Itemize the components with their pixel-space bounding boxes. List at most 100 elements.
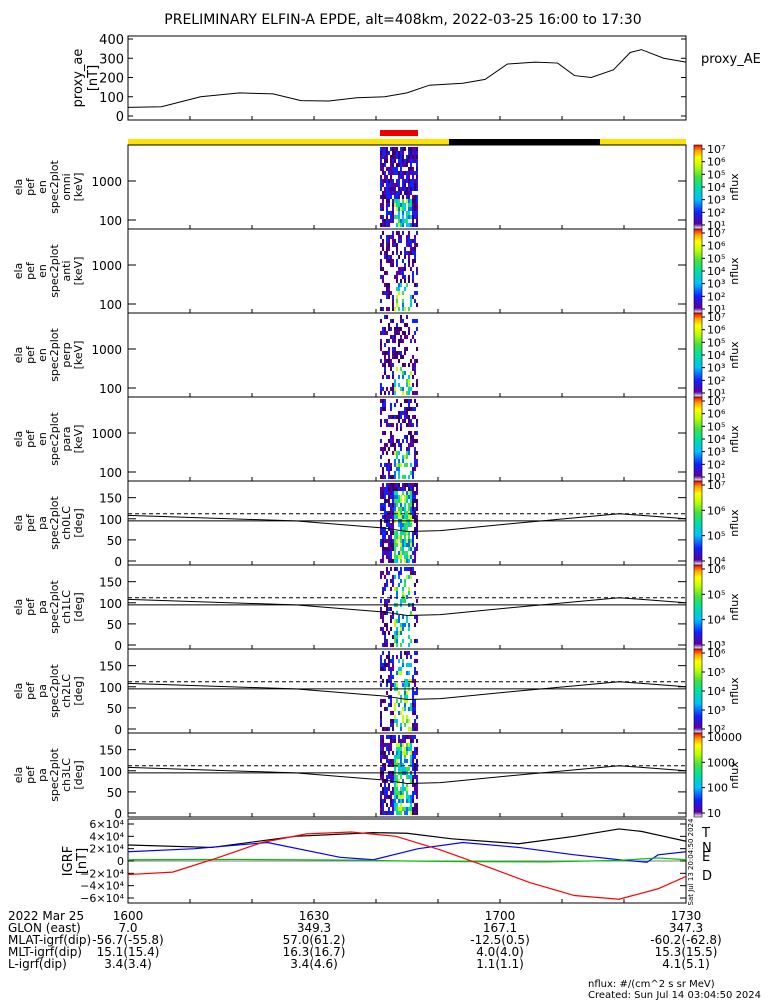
spectrogram-pixel — [388, 483, 390, 487]
spectrogram-pixel — [394, 559, 396, 563]
spectrogram-pixel — [388, 495, 390, 499]
spectrogram-pixel — [412, 675, 414, 679]
spectrogram-pixel — [406, 463, 408, 467]
spectrogram-pixel — [404, 691, 406, 695]
spectrogram-pixel — [408, 415, 410, 419]
spectrogram-pixel — [404, 623, 406, 627]
spectrogram-pixel — [380, 675, 382, 679]
spectrogram-pixel — [380, 347, 382, 351]
spectrogram-pixel — [402, 515, 404, 519]
spectrogram-pixel — [414, 399, 416, 403]
spectrogram-pixel — [402, 155, 404, 159]
spectrogram-pixel — [402, 199, 404, 203]
spectrogram-pixel — [396, 415, 398, 419]
spectrogram-pixel — [392, 151, 394, 155]
spectrogram-pixel — [386, 571, 388, 575]
spectrogram-pixel — [410, 795, 412, 799]
spectrogram-pixel — [382, 531, 384, 535]
y-tick-label: 0 — [114, 639, 122, 653]
spectrogram-pixel — [392, 235, 394, 239]
spectrogram-pixel — [384, 251, 386, 255]
spectrogram-pixel — [402, 591, 404, 595]
spectrogram-pixel — [382, 191, 384, 195]
spectrogram-pixel — [414, 775, 416, 779]
spectrogram-pixel — [406, 283, 408, 287]
spectrogram-pixel — [380, 175, 382, 179]
y-tick-label: 50 — [107, 534, 122, 548]
spectrogram-pixel — [384, 195, 386, 199]
spectrogram-pixel — [386, 691, 388, 695]
spectrogram-pixel — [414, 223, 416, 227]
spectrogram-pixel — [390, 567, 392, 571]
spectrogram-pixel — [390, 775, 392, 779]
spectrogram-pixel — [408, 495, 410, 499]
spectrogram-pixel — [388, 727, 390, 731]
spectrogram-pixel — [406, 435, 408, 439]
spectrogram-pixel — [390, 415, 392, 419]
spectrogram-pixel — [402, 547, 404, 551]
spectrogram-pixel — [388, 543, 390, 547]
spectrogram-pixel — [394, 151, 396, 155]
spectrogram-pixel — [416, 767, 418, 771]
spectrogram-pixel — [406, 619, 408, 623]
spectrogram-pixel — [380, 407, 382, 411]
spectrogram-pixel — [394, 531, 396, 535]
spectrogram-pixel — [408, 487, 410, 491]
spectrogram-pixel — [402, 219, 404, 223]
spectrogram-pixel — [386, 211, 388, 215]
spectrogram-pixel — [414, 451, 416, 455]
spectrogram-pixel — [406, 683, 408, 687]
footer-row-value: 1630 — [299, 909, 330, 923]
spectrogram-pixel — [382, 403, 384, 407]
spectrogram-pixel — [388, 151, 390, 155]
spectrogram-pixel — [382, 803, 384, 807]
colorbar-label: nflux — [728, 593, 741, 621]
spectrogram-pixel — [404, 811, 406, 815]
spectrogram-pixel — [380, 791, 382, 795]
spectrogram-pixel — [412, 443, 414, 447]
spectrogram-pixel — [408, 451, 410, 455]
spectrogram-pixel — [388, 559, 390, 563]
spectrogram-pixel — [416, 459, 418, 463]
spectrogram-pixel — [402, 207, 404, 211]
spectrogram-pixel — [382, 363, 384, 367]
ylabel-line: ch1LC — [60, 590, 73, 624]
spectrogram-pixel — [402, 767, 404, 771]
spectrogram-pixel — [394, 355, 396, 359]
spectrogram-pixel — [408, 547, 410, 551]
colorbar-tick-label: 10⁵ — [707, 666, 725, 679]
spectrogram-pixel — [390, 487, 392, 491]
spectrogram-pixel — [416, 783, 418, 787]
spectrogram-pixel — [400, 443, 402, 447]
spectrogram-pixel — [414, 367, 416, 371]
spectrogram-pixel — [382, 147, 384, 151]
spectrogram-pixel — [386, 811, 388, 815]
spectrogram-pixel — [380, 527, 382, 531]
spectrogram-pixel — [382, 555, 384, 559]
spectrogram-pixel — [388, 307, 390, 311]
spectrogram-pixel — [412, 363, 414, 367]
spectrogram-pixel — [396, 587, 398, 591]
spectrogram-pixel — [390, 495, 392, 499]
spectrogram-pixel — [412, 187, 414, 191]
ylabel-line: en — [36, 180, 49, 194]
spectrogram-pixel — [406, 163, 408, 167]
spectrogram-pixel — [414, 507, 416, 511]
spectrogram-pixel — [402, 183, 404, 187]
spectrogram-pixel — [406, 415, 408, 419]
spectrogram-pixel — [414, 607, 416, 611]
spectrogram-pixel — [400, 423, 402, 427]
spectrogram-pixel — [410, 163, 412, 167]
colorbar-tick-label: 10⁴ — [707, 433, 726, 446]
spectrogram-pixel — [394, 451, 396, 455]
spectrogram-pixel — [386, 307, 388, 311]
spectrogram-pixel — [388, 327, 390, 331]
spectrogram-pixel — [388, 239, 390, 243]
spectrogram-pixel — [404, 183, 406, 187]
spectrogram-pixel — [386, 547, 388, 551]
spectrogram-pixel — [390, 811, 392, 815]
spectrogram-pixel — [396, 167, 398, 171]
spectrogram-pixel — [416, 291, 418, 295]
spectrogram-pixel — [382, 407, 384, 411]
footer-row-value: 57.0(61.2) — [283, 933, 346, 947]
